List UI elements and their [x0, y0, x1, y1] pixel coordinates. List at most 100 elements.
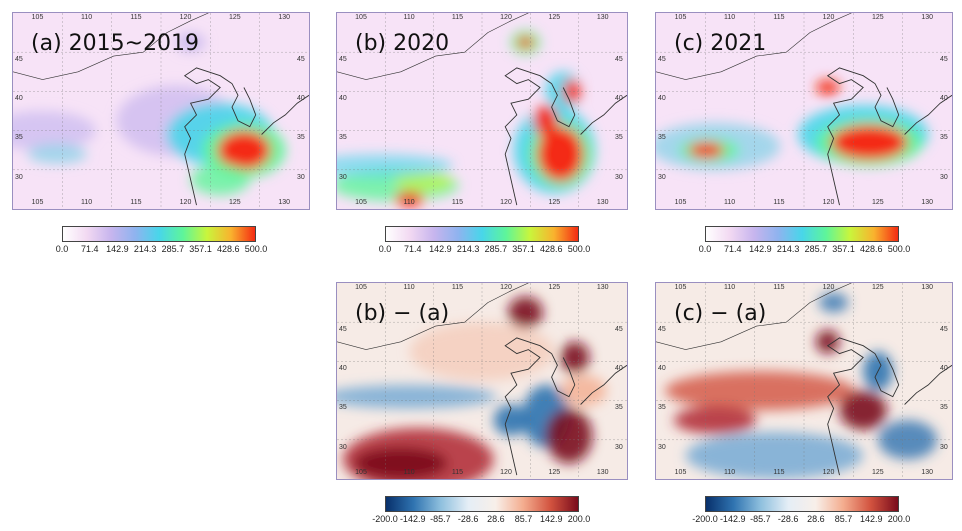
- lon-tick-bottom: 110: [724, 199, 736, 206]
- lat-tick-right: 40: [297, 95, 305, 103]
- lat-tick-right: 40: [615, 95, 623, 103]
- concentration-region: [545, 408, 593, 464]
- colorbar-tick-label: 357.1: [832, 244, 855, 254]
- colorbar-tick-label: 500.0: [244, 244, 268, 254]
- lon-tick-bottom: 130: [596, 199, 609, 206]
- lon-tick-bottom: 125: [548, 469, 561, 476]
- lon-tick-bottom: 105: [355, 199, 367, 206]
- lon-tick-top: 105: [355, 14, 367, 21]
- colorbar-diff-1: [385, 496, 579, 512]
- colorbar-tick-label: 200.0: [567, 514, 591, 524]
- concentration-region: [395, 171, 453, 192]
- lon-tick-bottom: 115: [773, 469, 785, 476]
- lon-tick-bottom: 130: [921, 199, 934, 206]
- lon-tick-bottom: 125: [872, 199, 884, 206]
- colorbar-tick-label: 357.1: [512, 244, 535, 254]
- lat-tick-right: 45: [297, 56, 305, 64]
- concentration-region: [337, 154, 453, 178]
- lat-tick-right: 40: [940, 365, 948, 373]
- lon-tick-bottom: 130: [278, 199, 291, 206]
- colorbar-tick-label: 28.6: [487, 514, 505, 524]
- concentration-region: [830, 124, 908, 160]
- lon-tick-bottom: 105: [674, 469, 687, 476]
- lat-tick-left: 40: [339, 95, 347, 103]
- country-border: [13, 13, 209, 80]
- colorbar-tick-label: 200.0: [887, 514, 911, 524]
- colorbar-diff-2: [705, 496, 899, 512]
- lat-tick-right: 40: [615, 365, 623, 373]
- lon-tick-top: 120: [500, 284, 512, 291]
- colorbar-tick-label: 71.4: [723, 244, 742, 254]
- map-field: [13, 13, 309, 209]
- lon-tick-bottom: 120: [179, 199, 192, 206]
- map-panel-2021: 105 105 110 110 115 115 120 120 125 125 130 130 30 30…: [655, 12, 953, 210]
- lon-tick-bottom: 125: [229, 199, 241, 206]
- colorbar-tick-label: -200.0: [372, 514, 398, 524]
- lat-tick-left: 40: [658, 365, 666, 373]
- lon-tick-top: 115: [130, 14, 142, 21]
- colorbar-tick-label: -142.9: [399, 514, 426, 524]
- colorbar-tick-label: -200.0: [692, 514, 718, 524]
- concentration-region: [190, 163, 250, 196]
- colorbar-tick-label: 142.9: [540, 514, 563, 524]
- colorbar-tick-label: -85.7: [750, 514, 771, 524]
- concentration-region: [685, 431, 864, 479]
- lon-tick-bottom: 130: [596, 469, 609, 476]
- lat-tick-left: 45: [339, 56, 347, 64]
- lon-tick-top: 130: [921, 284, 934, 291]
- lon-tick-top: 105: [674, 14, 687, 21]
- panel-title: (c) 2021: [674, 31, 767, 56]
- lat-tick-left: 30: [339, 173, 347, 181]
- lat-tick-right: 35: [940, 134, 948, 142]
- country-border: [656, 283, 852, 350]
- coastline: [580, 364, 627, 405]
- lat-tick-right: 30: [940, 443, 948, 451]
- lon-tick-top: 110: [724, 14, 736, 21]
- coastline: [826, 337, 876, 476]
- lat-tick-right: 35: [615, 134, 623, 142]
- lon-tick-bottom: 120: [500, 199, 512, 206]
- colorbar-tick-label: 71.4: [80, 244, 99, 254]
- map-field: [656, 13, 952, 209]
- lat-tick-right: 30: [940, 173, 948, 181]
- lon-tick-top: 125: [229, 14, 241, 21]
- lon-tick-bottom: 120: [822, 469, 835, 476]
- lon-tick-top: 115: [773, 14, 785, 21]
- lat-tick-left: 45: [339, 326, 347, 334]
- colorbar-tick-label: 0.0: [55, 244, 69, 254]
- colorbar-tick-label: 500.0: [567, 244, 591, 254]
- map-field: [337, 13, 627, 209]
- concentration-region: [516, 36, 535, 49]
- lon-tick-top: 110: [81, 14, 93, 21]
- country-border: [337, 283, 529, 350]
- lon-tick-top: 120: [822, 284, 835, 291]
- concentration-region: [688, 142, 725, 159]
- lat-tick-right: 45: [940, 56, 948, 64]
- colorbar-tick-label: 285.7: [804, 244, 828, 254]
- map-panel-c-minus-a: 105 105 110 110 115 115 120 120 125 125 130 130 30 30…: [655, 282, 953, 480]
- lon-tick-top: 115: [451, 14, 463, 21]
- colorbar-tick-label: 0.0: [378, 244, 392, 254]
- colorbar-tick-label: 0.0: [698, 244, 712, 254]
- lon-tick-bottom: 130: [921, 469, 934, 476]
- concentration-region: [815, 330, 840, 354]
- concentration-region: [354, 447, 448, 479]
- concentration-region: [673, 406, 757, 434]
- lon-tick-top: 115: [773, 284, 785, 291]
- coastline: [874, 83, 900, 128]
- colorbar-abs-3: [705, 226, 899, 242]
- colorbar-tick-label: 428.6: [217, 244, 240, 254]
- lon-tick-bottom: 115: [130, 199, 142, 206]
- lon-tick-bottom: 115: [451, 199, 463, 206]
- colorbar-tick-label: 142.9: [860, 514, 883, 524]
- colorbar-tick-label: 142.9: [749, 244, 772, 254]
- lat-tick-left: 45: [15, 56, 23, 64]
- coastline: [580, 94, 627, 135]
- colorbar-tick-label: 285.7: [484, 244, 508, 254]
- lat-tick-right: 30: [615, 173, 623, 181]
- lat-tick-left: 45: [658, 326, 666, 334]
- lon-tick-top: 110: [403, 14, 415, 21]
- concentration-region: [395, 191, 424, 208]
- lon-tick-top: 115: [451, 284, 463, 291]
- concentration-region: [508, 296, 543, 329]
